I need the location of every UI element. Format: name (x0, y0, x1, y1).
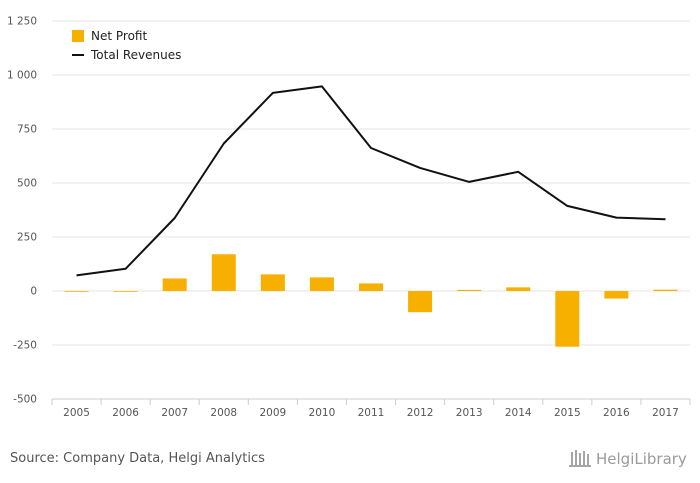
y-tick-label: -500 (13, 394, 37, 406)
x-axis: 2005 2006 2007 2008 2009 2010 2011 2012 2013 2014… (51, 398, 691, 419)
net-profit-bars (64, 254, 678, 347)
library-icon (569, 450, 591, 467)
helgi-library-logo-text: HelgiLibrary (596, 450, 687, 468)
net-profit-bar (653, 289, 678, 291)
total-revenues-line-group (76, 85, 666, 277)
x-tick-label: 2006 (112, 407, 139, 419)
net-profit-bar (64, 291, 89, 292)
total-revenues-line (76, 85, 666, 277)
x-tick-label: 2011 (358, 407, 385, 419)
x-tick-label: 2010 (309, 407, 336, 419)
x-tick-label: 2007 (161, 407, 188, 419)
net-profit-bar (555, 291, 580, 347)
grid-lines (52, 20, 690, 346)
legend: Net Profit Total Revenues (72, 29, 181, 62)
x-tick-label: 2008 (210, 407, 237, 419)
net-profit-bar (309, 277, 334, 291)
net-profit-bar (113, 291, 138, 292)
net-profit-bar (506, 287, 531, 291)
y-tick-label: 500 (17, 178, 37, 190)
x-tick-label: 2014 (505, 407, 532, 419)
y-tick-label: 1 000 (7, 70, 37, 82)
x-tick-label: 2009 (259, 407, 286, 419)
x-tick-label: 2005 (63, 407, 90, 419)
legend-total-revenues-label: Total Revenues (90, 48, 181, 62)
net-profit-bar (457, 289, 482, 291)
helgi-library-logo: HelgiLibrary (569, 450, 687, 468)
x-tick-label: 2017 (652, 407, 679, 419)
net-profit-bar (260, 274, 285, 291)
x-tick-label: 2012 (407, 407, 434, 419)
net-profit-bar (359, 283, 383, 291)
net-profit-bar (408, 291, 433, 313)
y-tick-label: 0 (30, 286, 37, 298)
y-tick-label: -250 (13, 340, 37, 352)
legend-net-profit-swatch (72, 30, 84, 42)
x-tick-label: 2013 (456, 407, 483, 419)
legend-net-profit-label: Net Profit (91, 29, 147, 43)
x-tick-label: 2016 (603, 407, 630, 419)
y-axis-tick-labels: 1 250 1 000 750 500 250 0 -250 -500 (7, 16, 37, 406)
net-profit-bar (211, 254, 236, 291)
y-tick-label: 1 250 (7, 16, 37, 28)
net-profit-bar (604, 291, 629, 299)
x-tick-label: 2015 (554, 407, 581, 419)
net-profit-bar (162, 278, 187, 291)
source-note: Source: Company Data, Helgi Analytics (10, 451, 265, 466)
y-tick-label: 750 (17, 124, 37, 136)
y-tick-label: 250 (17, 232, 37, 244)
